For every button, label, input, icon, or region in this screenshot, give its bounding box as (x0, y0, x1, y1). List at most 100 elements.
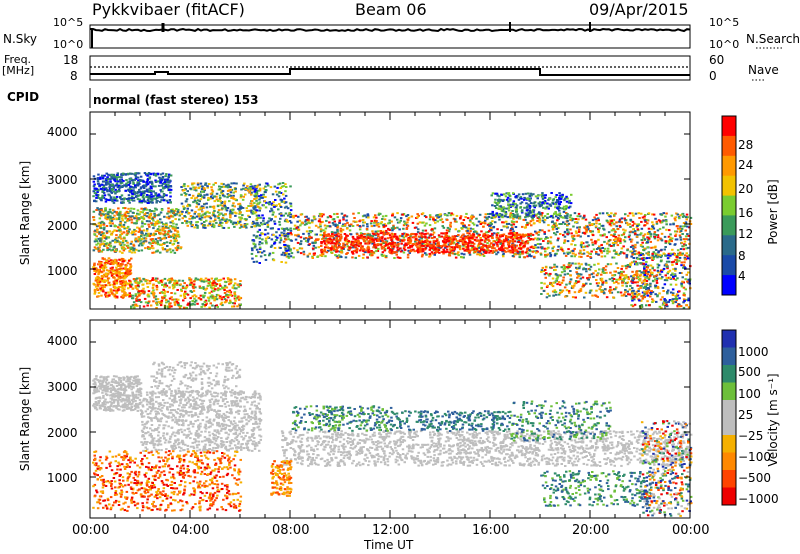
power-echo (499, 234, 502, 237)
power-echo (356, 224, 359, 227)
power-echo (371, 230, 374, 233)
power-echo (566, 197, 569, 200)
power-echo (234, 299, 237, 302)
power-echo (181, 287, 185, 289)
power-echo (660, 213, 663, 216)
power-echo (647, 227, 651, 230)
power-echo (191, 224, 194, 226)
power-echo (584, 218, 588, 221)
power-echo (667, 240, 671, 243)
power-echo (139, 210, 142, 213)
power-echo (484, 251, 488, 254)
power-echo (184, 290, 187, 293)
power-echo (342, 223, 345, 226)
power-echo (351, 225, 355, 227)
power-echo (107, 236, 110, 239)
power-echo (104, 295, 108, 298)
power-echo (112, 185, 116, 188)
power-echo (478, 241, 482, 244)
power-echo (96, 178, 100, 180)
power-echo (451, 213, 455, 216)
power-echo (591, 223, 594, 225)
power-echo (614, 252, 617, 255)
power-echo (634, 230, 637, 233)
power-echo (643, 218, 646, 221)
power-echo (124, 189, 127, 192)
power-echo (152, 190, 155, 193)
power-echo (202, 226, 205, 229)
power-echo (162, 288, 165, 291)
power-echo (231, 196, 235, 199)
power-echo (510, 246, 514, 249)
power-echo (152, 232, 156, 235)
power-echo (682, 215, 686, 218)
power-echo (107, 272, 110, 275)
power-echo (550, 221, 554, 224)
power-echo (465, 243, 468, 246)
power-echo (687, 234, 690, 237)
power-echo (182, 205, 185, 208)
power-echo (337, 245, 341, 248)
power-echo (379, 222, 383, 225)
power-echo (372, 216, 376, 219)
power-echo (172, 210, 175, 213)
power-echo (488, 245, 491, 248)
power-echo (155, 250, 158, 253)
power-echo (425, 239, 429, 242)
power-echo (163, 182, 167, 185)
power-echo (160, 238, 164, 240)
power-echo (115, 234, 118, 237)
power-echo (296, 251, 300, 254)
power-echo (317, 220, 321, 223)
power-echo (174, 236, 177, 239)
power-echo (118, 235, 122, 238)
power-echo (108, 281, 111, 284)
power-echo (201, 294, 205, 297)
power-echo (227, 280, 230, 283)
power-echo (168, 281, 171, 284)
power-echo (377, 239, 380, 242)
power-echo (99, 239, 102, 242)
power-echo (105, 269, 109, 272)
power-echo (233, 287, 236, 290)
power-echo (99, 284, 103, 287)
power-echo (472, 235, 476, 238)
power-echo (491, 234, 494, 237)
power-echo (549, 240, 552, 243)
power-echo (388, 248, 392, 251)
power-echo (614, 230, 617, 233)
power-echo (168, 179, 172, 182)
power-echo (377, 222, 380, 225)
power-echo (129, 294, 132, 296)
power-echo (338, 222, 341, 224)
power-echo (236, 305, 239, 308)
power-echo (194, 286, 197, 289)
power-echo (138, 198, 142, 201)
power-echo (227, 183, 230, 186)
power-echo (471, 241, 474, 244)
power-echo (418, 244, 422, 247)
power-echo (511, 226, 514, 229)
power-echo (428, 224, 432, 227)
power-echo (132, 278, 136, 281)
power-echo (348, 246, 351, 249)
power-echo (505, 239, 508, 241)
power-echo (353, 240, 357, 243)
power-echo (130, 207, 133, 210)
power-echo (144, 237, 148, 240)
power-echo (159, 173, 163, 176)
power-echo (169, 195, 172, 198)
power-echo (142, 197, 146, 200)
power-echo (124, 239, 128, 242)
power-echo (136, 284, 140, 287)
power-echo (164, 236, 168, 239)
power-echo (205, 206, 209, 209)
power-echo (188, 221, 191, 224)
power-echo (393, 245, 396, 248)
power-echo (445, 238, 449, 241)
power-echo (403, 238, 406, 241)
power-echo (355, 251, 358, 254)
power-echo (529, 232, 533, 235)
power-echo (392, 225, 395, 228)
power-echo (100, 199, 103, 202)
